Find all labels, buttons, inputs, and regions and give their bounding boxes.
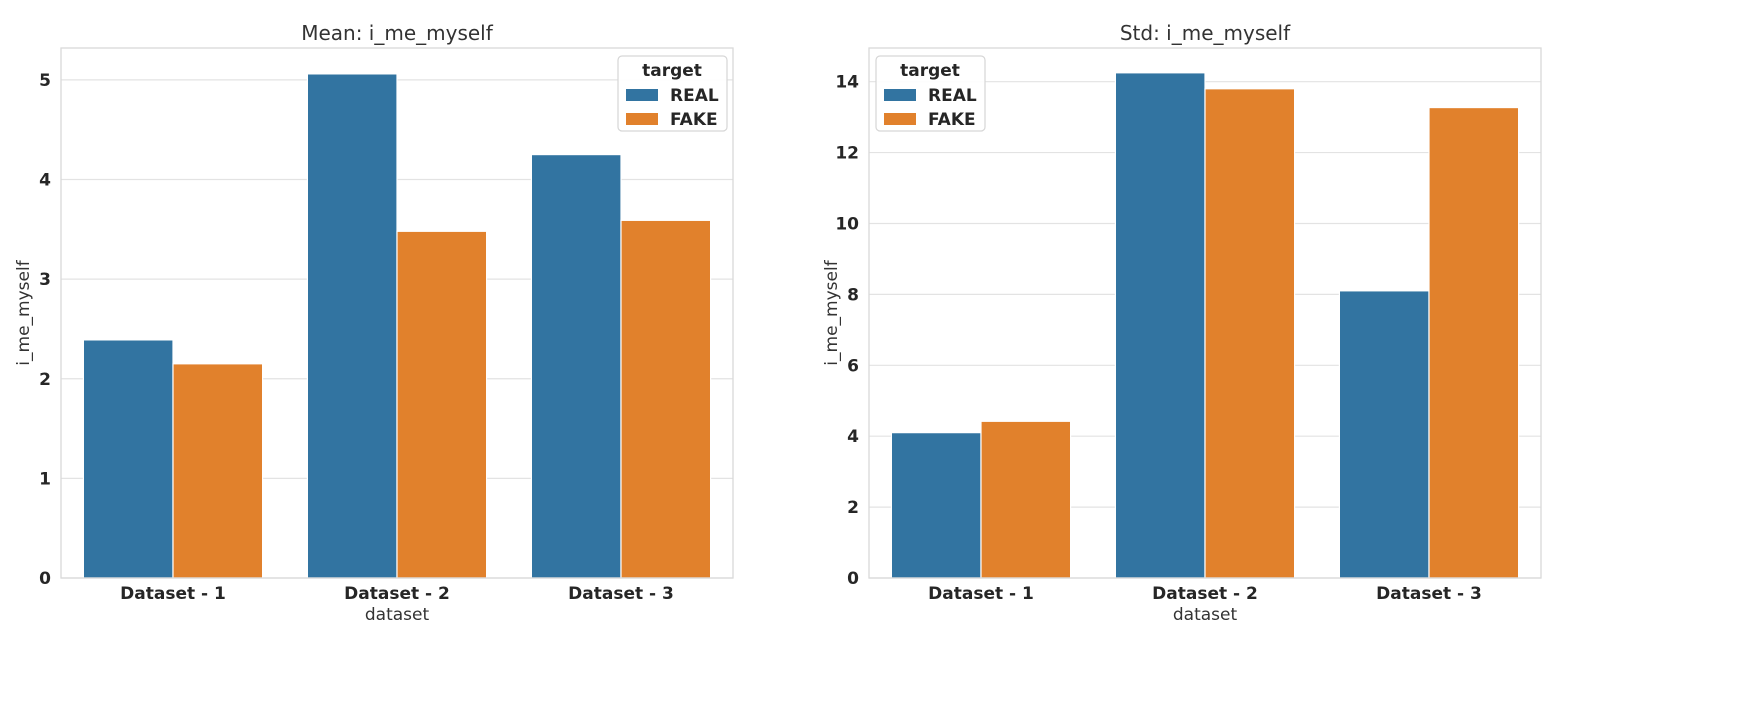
legend-title: target: [900, 61, 960, 81]
y-tick-label: 3: [39, 270, 51, 290]
bar-real-3: [530, 153, 622, 579]
chart-title: Mean: i_me_myself: [301, 21, 494, 45]
legend-swatch-fake: [626, 113, 658, 125]
bar-fake-1: [172, 363, 264, 579]
legend: target REAL FAKE: [617, 55, 728, 132]
bar-real-3: [1338, 290, 1430, 579]
plot-frame: [60, 47, 734, 579]
x-axis-label: dataset: [1173, 605, 1238, 625]
legend-swatch-real: [626, 89, 658, 101]
x-tick-label: Dataset - 3: [568, 584, 674, 604]
y-tick-label: 0: [847, 569, 859, 589]
y-tick-label: 8: [847, 285, 859, 305]
chart-title: Std: i_me_myself: [1120, 21, 1291, 45]
legend-title: target: [642, 61, 702, 81]
y-tick-label: 12: [835, 144, 859, 164]
legend-label-real: REAL: [928, 86, 977, 106]
y-tick-label: 14: [835, 73, 859, 93]
x-tick-label: Dataset - 2: [344, 584, 450, 604]
bar-fake-1: [980, 420, 1072, 579]
x-tick-label: Dataset - 3: [1376, 584, 1482, 604]
bar-fake-2: [396, 230, 488, 579]
x-tick-label: Dataset - 2: [1152, 584, 1258, 604]
chart-panel-1: 0 1 2 3 4 5 Dataset - 1 Dataset - 2 Dataset - 3 M…: [14, 21, 734, 625]
bar-fake-2: [1204, 88, 1296, 579]
y-tick-label: 10: [835, 214, 859, 234]
x-tick-label: Dataset - 1: [120, 584, 226, 604]
y-tick-label: 4: [39, 171, 51, 191]
bar-fake-3: [620, 219, 712, 579]
legend: target REAL FAKE: [875, 55, 986, 132]
bar-real-2: [1114, 72, 1206, 579]
legend-swatch-real: [884, 89, 916, 101]
legend-label-fake: FAKE: [670, 110, 718, 130]
y-tick-label: 2: [847, 498, 859, 518]
y-tick-label: 4: [847, 427, 859, 447]
bar-real-1: [82, 339, 174, 579]
chart-panel-2: 0 2 4 6 8 10 12 14 Dataset - 1 Dataset - 2 Dataset…: [822, 21, 1542, 625]
legend-label-fake: FAKE: [928, 110, 976, 130]
legend-box: [617, 55, 728, 132]
y-tick-label: 5: [39, 71, 51, 91]
y-tick-label: 6: [847, 356, 859, 376]
y-tick-label: 1: [39, 469, 51, 489]
y-tick-label: 2: [39, 370, 51, 390]
x-axis-label: dataset: [365, 605, 430, 625]
bar-fake-3: [1428, 106, 1520, 579]
legend-label-real: REAL: [670, 86, 719, 106]
bar-real-2: [306, 73, 398, 579]
x-tick-label: Dataset - 1: [928, 584, 1034, 604]
bar-real-1: [890, 432, 982, 579]
legend-box: [875, 55, 986, 132]
y-axis-label: i_me_myself: [14, 259, 34, 365]
y-axis-label: i_me_myself: [822, 259, 842, 365]
legend-swatch-fake: [884, 113, 916, 125]
plot-frame: [868, 47, 1542, 579]
y-tick-label: 0: [39, 569, 51, 589]
